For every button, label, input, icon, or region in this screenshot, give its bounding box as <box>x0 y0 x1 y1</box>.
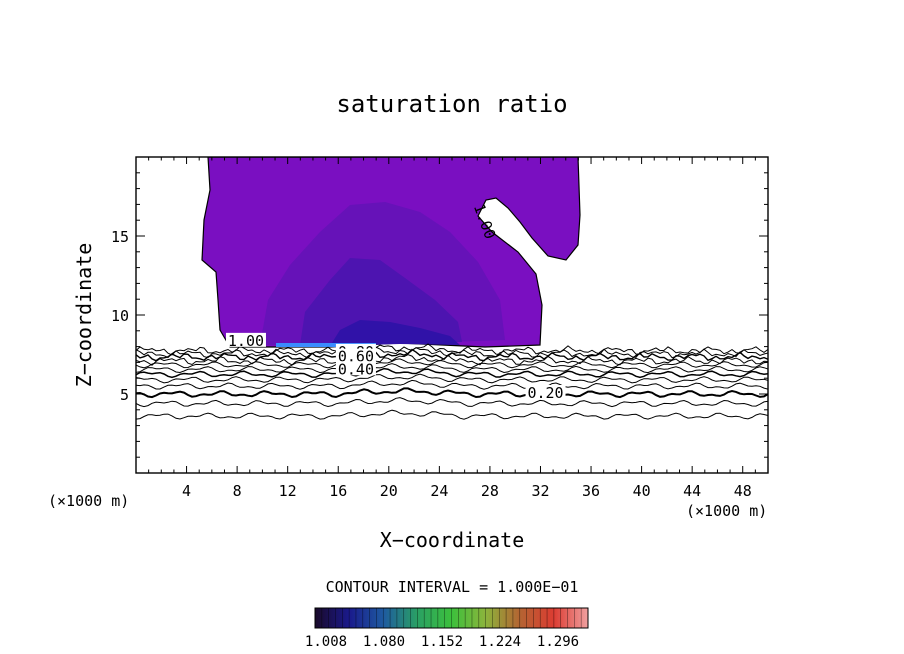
contour-label-5: 0.20 <box>527 384 563 402</box>
colorbar-label-1: 1.080 <box>363 634 405 650</box>
contour-line-7 <box>136 373 768 384</box>
x-tick-label-1: 8 <box>233 482 242 500</box>
colorbar-labels: 1.008 1.080 1.152 1.224 1.296 <box>305 634 579 650</box>
plot-area <box>136 157 768 420</box>
contour-line-9 <box>136 387 768 399</box>
core-supersaturation-region <box>300 258 462 345</box>
deep-supersaturation-region <box>330 320 460 346</box>
x-unit-right: (×1000 m) <box>686 502 767 520</box>
x-tick-label-4: 20 <box>380 482 398 500</box>
x-tick-label-5: 24 <box>430 482 448 500</box>
x-tick-label-6: 28 <box>481 482 499 500</box>
contour-line-11 <box>136 409 768 420</box>
x-unit-left: (×1000 m) <box>48 492 129 510</box>
y-tick-label-0: 5 <box>120 386 129 404</box>
y-tick-label-1: 10 <box>111 307 129 325</box>
contour-label-0: 1.00 <box>228 332 264 350</box>
contour-line-6 <box>136 367 768 379</box>
y-axis-label: Z−coordinate <box>72 243 96 388</box>
colorbar-label-3: 1.224 <box>479 634 521 650</box>
contour-label-3: 0.60 <box>338 348 374 366</box>
contour-label-4: 0.40 <box>338 360 374 378</box>
y-axis: 5 10 15 <box>111 172 768 458</box>
colorbar-ticks <box>314 608 589 628</box>
contour-line-8 <box>136 379 768 390</box>
x-tick-label-2: 12 <box>279 482 297 500</box>
contour-label-bg-5 <box>525 385 566 399</box>
x-tick-label-11: 48 <box>734 482 752 500</box>
contour-label-bg-0 <box>225 332 266 347</box>
colorbar-label-0: 1.008 <box>305 634 347 650</box>
chart-title: saturation ratio <box>336 90 567 118</box>
contour-line-3 <box>136 354 768 366</box>
y-tick-label-2: 15 <box>111 228 129 246</box>
x-tick-label-0: 4 <box>182 482 191 500</box>
contour-lines <box>136 343 768 420</box>
colorbar-label-4: 1.296 <box>537 634 579 650</box>
contour-interval-label: CONTOUR INTERVAL = 1.000E−01 <box>326 578 579 596</box>
x-tick-label-10: 44 <box>683 482 701 500</box>
contour-label-bg-3 <box>335 348 376 363</box>
contour-line-2 <box>136 348 768 362</box>
x-tick-label-3: 16 <box>329 482 347 500</box>
x-tick-label-7: 32 <box>531 482 549 500</box>
x-tick-label-8: 36 <box>582 482 600 500</box>
contour-label-bg-4 <box>335 361 376 376</box>
high-supersaturation-strip <box>276 343 376 347</box>
contour-line-0 <box>136 343 768 356</box>
contour-line-4 <box>136 358 768 369</box>
colorbar-label-2: 1.152 <box>421 634 463 650</box>
x-axis-label: X−coordinate <box>380 528 525 552</box>
contour-line-5 <box>136 363 768 374</box>
x-axis: 4 8 12 16 20 24 28 32 36 40 44 48 <box>148 157 756 500</box>
contour-line-10 <box>136 397 768 408</box>
x-tick-label-9: 40 <box>633 482 651 500</box>
